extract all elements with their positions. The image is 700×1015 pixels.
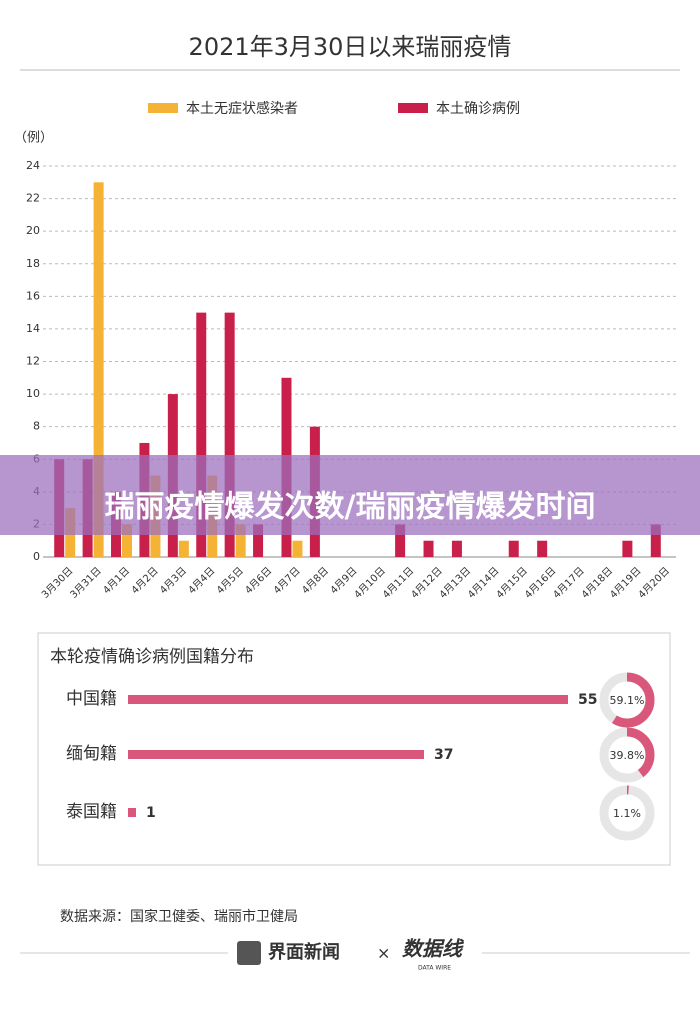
- bar: [451, 540, 462, 557]
- donut-arc: [599, 727, 655, 783]
- bar: [128, 695, 568, 704]
- bar: [224, 312, 235, 557]
- y-tick-label: 16: [26, 289, 40, 302]
- category-label: 泰国籍: [66, 802, 117, 822]
- bar: [235, 524, 246, 557]
- bar: [93, 182, 104, 557]
- bar: [253, 524, 264, 557]
- y-tick-label: 24: [26, 159, 40, 172]
- value-label: 55: [578, 692, 597, 708]
- y-tick-label: 20: [26, 224, 40, 237]
- donut-arc: [599, 672, 655, 728]
- y-tick-label: 18: [26, 257, 40, 270]
- bar: [196, 312, 207, 557]
- bar: [508, 540, 519, 557]
- source: 数据来源：国家卫健委、瑞丽市卫健局: [60, 908, 298, 925]
- donut-arc: [599, 785, 655, 841]
- y-tick-label: 8: [33, 420, 40, 433]
- legend-label: 本土确诊病例: [436, 101, 520, 117]
- bar: [128, 808, 136, 817]
- brand: 界面新闻: [268, 941, 340, 963]
- y-tick-label: 14: [26, 322, 40, 335]
- value-label: 37: [434, 747, 453, 763]
- y-tick-label: 10: [26, 387, 40, 400]
- category-label: 中国籍: [66, 689, 117, 709]
- y-tick-label: 12: [26, 355, 40, 368]
- donut-label: 39.8%: [610, 749, 645, 762]
- y-tick-label: 22: [26, 192, 40, 205]
- banner-text: 瑞丽疫情爆发次数/瑞丽疫情爆发时间: [105, 490, 596, 525]
- bar: [622, 540, 633, 557]
- category-label: 缅甸籍: [66, 744, 117, 764]
- donut-label: 59.1%: [610, 694, 645, 707]
- banner: [0, 455, 700, 535]
- partner-sub: DATA WIRE: [418, 965, 451, 972]
- bar: [423, 540, 434, 557]
- y-tick-label: 0: [33, 550, 40, 563]
- panel: [37, 632, 671, 866]
- bar: [128, 750, 424, 759]
- legend-label: 本土无症状感染者: [186, 100, 298, 117]
- bar: [122, 524, 133, 557]
- bar: [650, 524, 661, 557]
- brand-icon: [237, 941, 261, 965]
- y-unit: （例）: [14, 131, 53, 146]
- separator: ×: [377, 944, 390, 963]
- partner: 数据线: [402, 937, 465, 961]
- legend-swatch: [148, 103, 178, 113]
- legend-swatch: [398, 103, 428, 113]
- donut-label: 1.1%: [613, 807, 641, 820]
- bar: [395, 524, 406, 557]
- chart-title: 2021年3月30日以来瑞丽疫情: [189, 33, 512, 61]
- bar: [178, 540, 189, 557]
- bar: [537, 540, 548, 557]
- panel-title: 本轮疫情确诊病例国籍分布: [50, 647, 254, 667]
- value-label: 1: [146, 805, 156, 821]
- bar: [292, 540, 303, 557]
